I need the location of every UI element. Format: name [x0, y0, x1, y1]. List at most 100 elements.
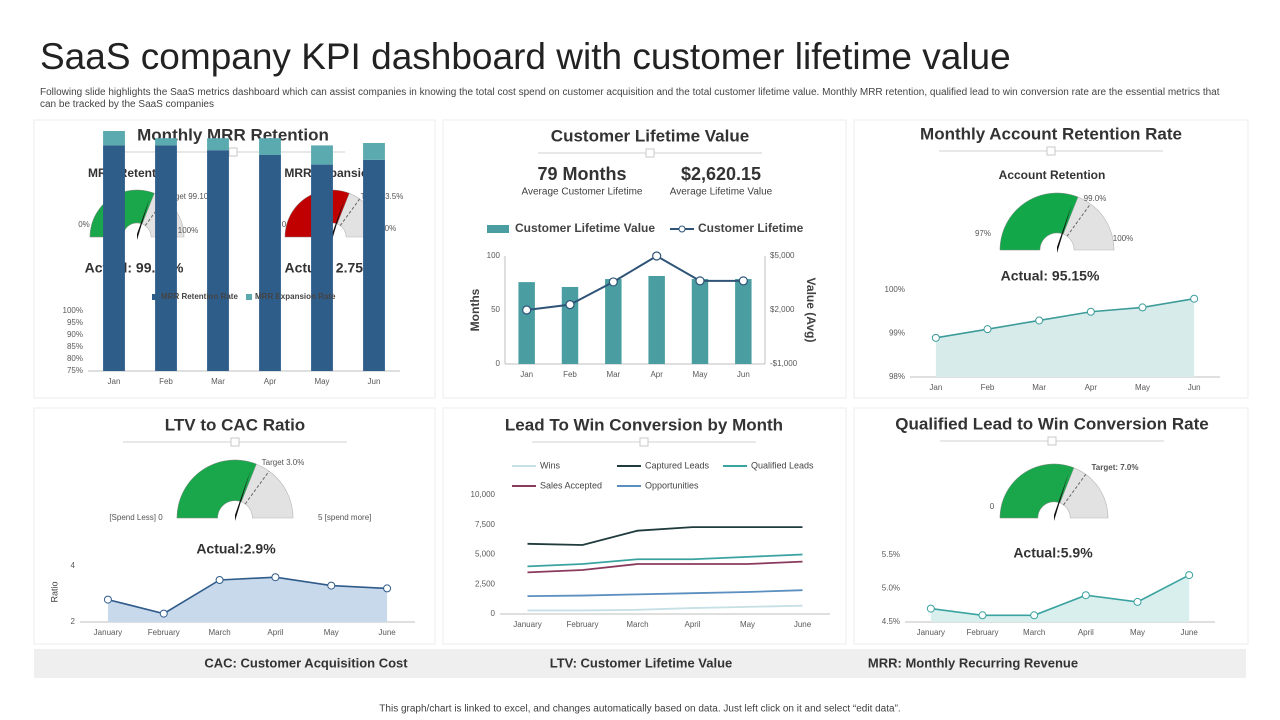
legend-swatch	[487, 225, 509, 233]
x-tick-label: Jun	[368, 377, 381, 386]
gauge-fill	[999, 463, 1075, 519]
x-tick-label: Feb	[159, 377, 173, 386]
bar	[259, 138, 281, 155]
x-tick-label: April	[267, 628, 283, 637]
gauge-target-label: 99.0%	[1084, 194, 1107, 203]
y-tick-label: 50	[491, 305, 500, 314]
page-description: Following slide highlights the SaaS metr…	[40, 87, 1220, 110]
x-tick-label: January	[513, 620, 541, 629]
gauge-target-label: Target 3.0%	[262, 458, 305, 467]
x-tick-label: Feb	[981, 383, 995, 392]
line-marker	[1185, 571, 1194, 580]
y-tick-label: 5.0%	[882, 584, 900, 593]
y2-axis-label: Value (Avg)	[804, 278, 818, 343]
panel-title: LTV to CAC Ratio	[165, 415, 305, 434]
x-tick-label: May	[314, 377, 329, 386]
line-marker	[978, 611, 987, 620]
panel	[442, 119, 847, 399]
gauge-target	[1063, 474, 1087, 506]
x-tick-label: June	[378, 628, 396, 637]
x-tick-label: February	[148, 628, 180, 637]
line-marker	[565, 300, 575, 310]
panel-title: Monthly Account Retention Rate	[920, 124, 1182, 143]
gauge-title: Account Retention	[999, 168, 1106, 182]
bar	[103, 145, 125, 371]
y-tick-label: 2	[71, 617, 76, 626]
page-title: SaaS company KPI dashboard with customer…	[40, 36, 1011, 77]
y-tick-label: 7,500	[475, 520, 496, 529]
line-marker	[327, 581, 336, 590]
x-tick-label: January	[94, 628, 122, 637]
gauge-min: 97%	[975, 229, 991, 238]
line-marker	[522, 305, 532, 315]
y-axis-label: Months	[468, 288, 482, 331]
x-tick-label: May	[1135, 383, 1150, 392]
legend-swatch	[246, 294, 252, 300]
x-tick-label: Jun	[737, 370, 750, 379]
line-marker	[695, 276, 705, 286]
bar	[311, 164, 333, 371]
stat-label: Average Lifetime Value	[670, 187, 773, 198]
area-fill	[930, 575, 1190, 622]
bar	[561, 286, 579, 364]
x-tick-label: Apr	[650, 370, 663, 379]
line-marker	[931, 333, 940, 342]
title-marker	[230, 437, 240, 447]
y-tick-label: 0	[496, 359, 501, 368]
gauge-max: 5 [spend more]	[318, 513, 371, 522]
gauge-max: 100%	[376, 224, 396, 233]
line	[527, 604, 803, 612]
x-tick-label: February	[966, 628, 998, 637]
x-tick-label: Jan	[520, 370, 533, 379]
area-fill	[107, 577, 388, 622]
gauge-target	[244, 470, 270, 505]
line	[935, 297, 1195, 339]
bar	[155, 138, 177, 146]
line-marker	[608, 277, 618, 287]
glossary-item: LTV: Customer Lifetime Value	[550, 655, 733, 670]
gauge-needle	[137, 199, 150, 240]
legend-marker	[678, 225, 686, 233]
x-tick-label: June	[794, 620, 812, 629]
legend-label: Sales Accepted	[540, 480, 602, 490]
bar	[207, 138, 229, 151]
line	[527, 526, 803, 546]
legend-label: MRR Retention Rate	[161, 292, 238, 301]
bar	[691, 279, 709, 364]
line	[527, 553, 803, 568]
legend-label: MRR Expansion Rate	[255, 292, 336, 301]
gauge-target-label: Target 99.10	[164, 192, 209, 201]
gauge-needle	[1054, 474, 1069, 521]
x-tick-label: March	[208, 628, 230, 637]
title-marker	[639, 437, 649, 447]
x-tick-label: February	[566, 620, 598, 629]
y-tick-label: 10,000	[471, 490, 496, 499]
glossary-bar	[34, 649, 1246, 678]
title-marker	[1046, 146, 1056, 156]
line-marker	[215, 576, 224, 584]
y-tick-label: 100%	[63, 306, 83, 315]
y-tick-label: $2,000	[770, 305, 795, 314]
bar	[363, 143, 385, 160]
gauge-needle	[235, 471, 251, 521]
bar	[648, 275, 665, 364]
x-tick-label: March	[1023, 628, 1045, 637]
line-marker	[159, 609, 168, 618]
gauge-min: 0%	[78, 220, 90, 229]
panel-title: Qualified Lead to Win Conversion Rate	[895, 414, 1208, 433]
legend-label: Wins	[540, 460, 560, 470]
x-tick-label: Mar	[211, 377, 225, 386]
x-tick-label: June	[1180, 628, 1198, 637]
footnote: This graph/chart is linked to excel, and…	[379, 704, 900, 715]
glossary-item: CAC: Customer Acquisition Cost	[204, 655, 408, 670]
x-tick-label: Mar	[1032, 383, 1046, 392]
gauge-actual: Actual:2.9%	[196, 541, 276, 557]
line-marker	[926, 604, 935, 613]
line-marker	[983, 325, 992, 334]
bar	[363, 159, 385, 371]
bar	[311, 145, 333, 165]
line	[930, 574, 1190, 617]
y-tick-label: $5,000	[770, 251, 795, 260]
